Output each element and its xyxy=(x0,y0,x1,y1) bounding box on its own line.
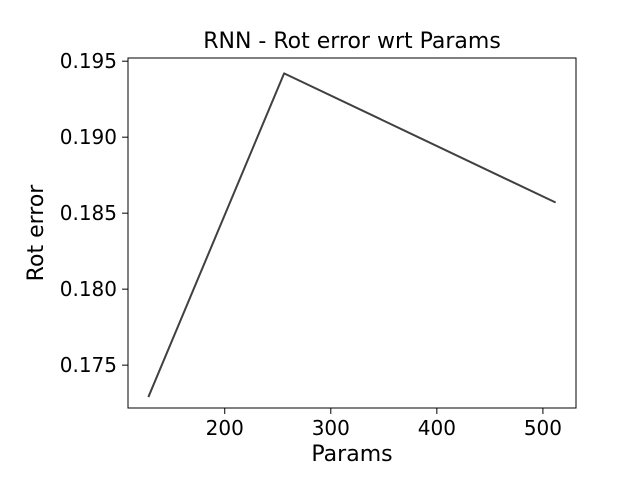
y-tick-label: 0.175 xyxy=(60,353,117,377)
chart-title: RNN - Rot error wrt Params xyxy=(203,29,501,54)
x-tick-label: 300 xyxy=(312,416,350,440)
y-tick-label: 0.190 xyxy=(60,125,117,149)
plot-frame xyxy=(127,57,577,409)
x-tick-label: 200 xyxy=(206,416,244,440)
y-tick-label: 0.195 xyxy=(60,49,117,73)
y-tick-label: 0.180 xyxy=(60,277,117,301)
y-axis-label: Rot error xyxy=(24,184,49,282)
y-tick-label: 0.185 xyxy=(60,201,117,225)
plot-area: 200 300 400 500 0.175 0.180 0.185 0.190 0.195 xyxy=(60,49,562,440)
x-tick-label: 400 xyxy=(418,416,456,440)
x-axis-label: Params xyxy=(311,442,392,467)
x-tick-label: 500 xyxy=(524,416,562,440)
